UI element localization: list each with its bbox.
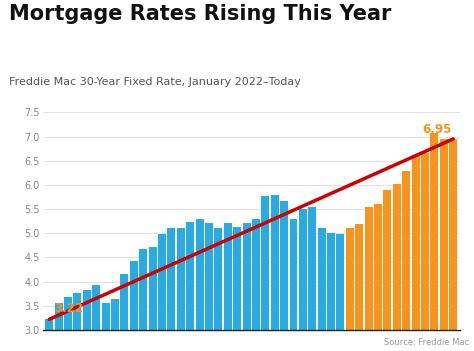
Bar — [148, 247, 156, 330]
Bar — [440, 139, 448, 330]
Bar — [196, 219, 203, 330]
Bar — [233, 227, 241, 330]
Bar — [55, 303, 63, 330]
Bar — [280, 201, 288, 330]
Bar — [299, 209, 307, 330]
Bar — [356, 224, 363, 330]
Bar — [421, 153, 429, 330]
Bar — [101, 303, 109, 330]
Text: Freddie Mac 30-Year Fixed Rate, January 2022–Today: Freddie Mac 30-Year Fixed Rate, January … — [9, 77, 301, 87]
Bar — [411, 155, 419, 330]
Bar — [130, 261, 138, 330]
Text: Source: Freddie Mac: Source: Freddie Mac — [384, 338, 469, 347]
Bar — [393, 184, 401, 330]
Bar — [73, 293, 82, 330]
Bar — [449, 139, 457, 330]
Bar — [308, 207, 316, 330]
Bar — [83, 290, 91, 330]
Bar — [224, 223, 232, 330]
Bar — [346, 229, 354, 330]
Bar — [402, 171, 410, 330]
Bar — [167, 229, 175, 330]
Text: 6.95: 6.95 — [422, 123, 451, 136]
Bar — [92, 285, 100, 330]
Text: Mortgage Rates Rising This Year: Mortgage Rates Rising This Year — [9, 4, 392, 24]
Bar — [214, 229, 222, 330]
Bar — [365, 207, 373, 330]
Bar — [430, 133, 438, 330]
Bar — [186, 222, 194, 330]
Text: 3.22: 3.22 — [54, 302, 83, 315]
Bar — [45, 319, 53, 330]
Bar — [158, 234, 166, 330]
Bar — [337, 234, 345, 330]
Bar — [374, 204, 382, 330]
Bar — [271, 196, 279, 330]
Bar — [290, 219, 298, 330]
Bar — [139, 249, 147, 330]
Bar — [243, 223, 251, 330]
Bar — [318, 229, 326, 330]
Bar — [205, 223, 213, 330]
Bar — [64, 297, 72, 330]
Bar — [111, 298, 119, 330]
Bar — [120, 274, 128, 330]
Bar — [383, 190, 392, 330]
Bar — [177, 229, 185, 330]
Bar — [327, 233, 335, 330]
Bar — [261, 196, 269, 330]
Bar — [252, 219, 260, 330]
